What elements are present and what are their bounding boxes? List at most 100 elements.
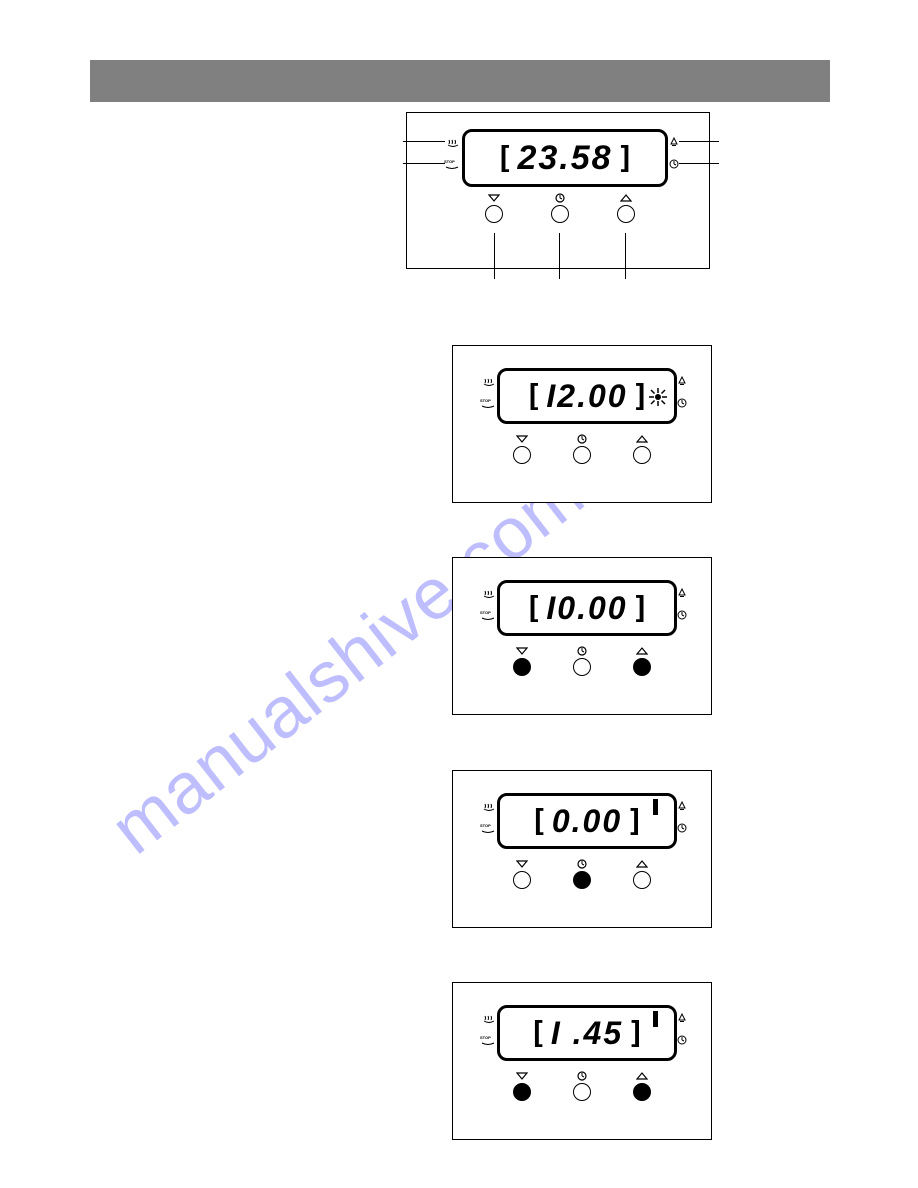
mode-button[interactable] — [573, 434, 591, 464]
clock-icon — [677, 398, 687, 411]
steam-icon — [483, 588, 495, 601]
svg-text:STOP: STOP — [480, 398, 491, 403]
bell-icon — [677, 588, 687, 601]
down-button-icon — [516, 859, 528, 869]
down-button-icon — [488, 193, 500, 203]
button-row — [485, 193, 635, 223]
lcd-bracket-left: [ — [524, 591, 542, 626]
leader-line — [679, 163, 719, 164]
mode-button-circle[interactable] — [573, 446, 591, 464]
lcd-bracket-right: ] — [632, 379, 650, 414]
mode-button-icon — [577, 434, 587, 444]
down-button-circle[interactable] — [513, 1083, 531, 1101]
lcd-display: [I0.00] — [497, 580, 677, 636]
svg-text:STOP: STOP — [480, 823, 491, 828]
down-button[interactable] — [513, 646, 531, 676]
up-button-icon — [636, 1071, 648, 1081]
mode-button-circle[interactable] — [573, 1083, 591, 1101]
stop-icon: STOP — [480, 823, 496, 836]
down-button-circle[interactable] — [513, 658, 531, 676]
svg-text:STOP: STOP — [480, 1035, 491, 1040]
bell-icon — [677, 376, 687, 389]
up-button-circle[interactable] — [633, 1083, 651, 1101]
up-button-circle[interactable] — [633, 446, 651, 464]
down-button[interactable] — [513, 434, 531, 464]
timer-panel: [23.58] STOP — [406, 112, 710, 269]
up-button-icon — [636, 859, 648, 869]
lcd-value: I0.00 — [546, 590, 627, 627]
indicator-bar — [653, 1011, 658, 1027]
lcd-display: [23.58] — [462, 129, 668, 187]
up-button-circle[interactable] — [633, 871, 651, 889]
lcd-bracket-left: [ — [530, 804, 548, 839]
leader-line — [494, 233, 495, 279]
stop-icon: STOP — [480, 398, 496, 411]
down-button-icon — [516, 646, 528, 656]
svg-text:STOP: STOP — [480, 610, 491, 615]
button-row — [513, 859, 651, 889]
up-button[interactable] — [633, 434, 651, 464]
leader-line — [559, 233, 560, 279]
bell-icon — [669, 137, 679, 150]
bell-icon — [677, 801, 687, 814]
timer-panel: [I2.00] STOP — [452, 345, 712, 503]
up-button-circle[interactable] — [633, 658, 651, 676]
lcd-bracket-right: ] — [626, 804, 644, 839]
lcd-bracket-left: [ — [524, 379, 542, 414]
clock-icon — [677, 823, 687, 836]
stop-icon: STOP — [444, 159, 460, 172]
button-row — [513, 434, 651, 464]
lcd-bracket-right: ] — [632, 591, 650, 626]
button-row — [513, 646, 651, 676]
lcd-value: 23.58 — [517, 139, 612, 178]
up-button[interactable] — [617, 193, 635, 223]
mode-button-circle[interactable] — [551, 205, 569, 223]
lcd-bracket-left: [ — [495, 141, 513, 176]
mode-button[interactable] — [573, 859, 591, 889]
up-button-circle[interactable] — [617, 205, 635, 223]
lcd-value: I .45 — [551, 1015, 623, 1052]
mode-button-circle[interactable] — [573, 871, 591, 889]
lcd-bracket-right: ] — [627, 1016, 645, 1051]
down-button-circle[interactable] — [513, 446, 531, 464]
down-button-circle[interactable] — [485, 205, 503, 223]
up-button[interactable] — [633, 1071, 651, 1101]
steam-icon — [483, 376, 495, 389]
stop-icon: STOP — [480, 1035, 496, 1048]
steam-icon — [483, 801, 495, 814]
mode-button-icon — [577, 859, 587, 869]
steam-icon — [483, 1013, 495, 1026]
down-button[interactable] — [485, 193, 503, 223]
steam-icon — [447, 137, 459, 150]
lcd-value: I2.00 — [546, 378, 627, 415]
timer-panel: [I0.00] STOP — [452, 557, 712, 715]
clock-icon — [677, 610, 687, 623]
mode-button-circle[interactable] — [573, 658, 591, 676]
up-button[interactable] — [633, 646, 651, 676]
lcd-value: 0.00 — [552, 803, 622, 840]
up-button-icon — [636, 646, 648, 656]
down-button[interactable] — [513, 1071, 531, 1101]
up-button[interactable] — [633, 859, 651, 889]
mode-button-icon — [555, 193, 565, 203]
leader-line — [625, 233, 626, 279]
lcd-display: [0.00] — [497, 793, 677, 849]
down-button-circle[interactable] — [513, 871, 531, 889]
svg-text:STOP: STOP — [444, 159, 455, 164]
bell-icon — [677, 1013, 687, 1026]
down-button-icon — [516, 1071, 528, 1081]
lcd-display: [I .45] — [497, 1005, 677, 1061]
indicator-bar — [653, 799, 658, 815]
down-button-icon — [516, 434, 528, 444]
mode-button[interactable] — [573, 646, 591, 676]
up-button-icon — [620, 193, 632, 203]
down-button[interactable] — [513, 859, 531, 889]
header-bar — [90, 60, 830, 102]
mode-button[interactable] — [551, 193, 569, 223]
leader-line — [403, 141, 445, 142]
mode-button-icon — [577, 646, 587, 656]
lcd-bracket-right: ] — [617, 141, 635, 176]
timer-panel: [I .45] STOP — [452, 982, 712, 1140]
mode-button[interactable] — [573, 1071, 591, 1101]
stop-icon: STOP — [480, 610, 496, 623]
